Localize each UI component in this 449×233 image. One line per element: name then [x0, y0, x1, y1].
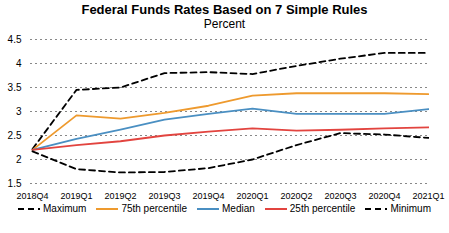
- svg-text:2019Q4: 2019Q4: [192, 191, 224, 201]
- svg-text:1.5: 1.5: [8, 178, 22, 189]
- svg-text:3: 3: [16, 106, 22, 117]
- html-text:Maximum: Maximum: [43, 203, 87, 214]
- svg-text:2.5: 2.5: [8, 130, 22, 141]
- svg-text:2019Q2: 2019Q2: [104, 191, 136, 201]
- svg-text:2020Q3: 2020Q3: [324, 191, 356, 201]
- html-text:Percent: Percent: [203, 17, 246, 31]
- html-text:Median: Median: [222, 203, 255, 214]
- html-text:75th percentile: 75th percentile: [121, 203, 187, 214]
- svg-text:2020Q2: 2020Q2: [280, 191, 312, 201]
- html-text:Federal Funds Rates Based on 7: Federal Funds Rates Based on 7 Simple Ru…: [81, 2, 368, 17]
- html-text:25th percentile: 25th percentile: [289, 203, 356, 214]
- html-text:Minimum: Minimum: [390, 203, 431, 214]
- svg-text:2021Q1: 2021Q1: [412, 191, 444, 201]
- svg-text:2020Q1: 2020Q1: [236, 191, 268, 201]
- svg-text:2019Q3: 2019Q3: [148, 191, 180, 201]
- svg-text:2: 2: [16, 154, 22, 165]
- svg-text:2019Q1: 2019Q1: [60, 191, 92, 201]
- svg-text:2020Q4: 2020Q4: [368, 191, 400, 201]
- svg-text:2018Q4: 2018Q4: [16, 191, 48, 201]
- svg-text:3.5: 3.5: [8, 82, 22, 93]
- svg-text:4.5: 4.5: [8, 34, 22, 45]
- svg-text:4: 4: [16, 58, 22, 69]
